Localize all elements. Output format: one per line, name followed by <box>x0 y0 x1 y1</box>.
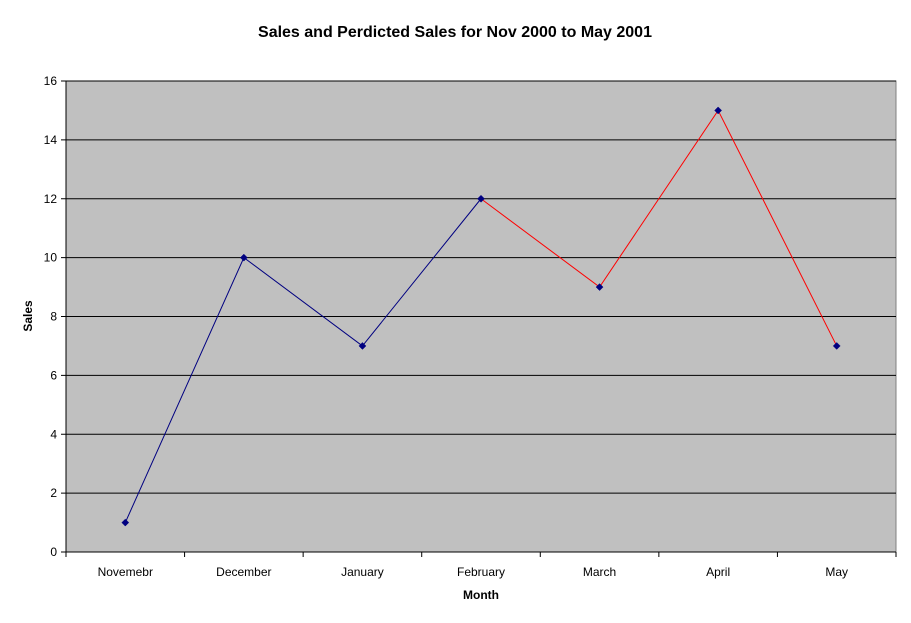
series-line-2 <box>480 109 838 347</box>
data-point <box>121 518 130 527</box>
x-tick-label: May <box>825 565 848 579</box>
y-axis: 0 2 4 6 8 10 12 14 16 <box>44 74 67 559</box>
chart-title: Sales and Perdicted Sales for Nov 2000 t… <box>258 24 652 41</box>
x-tick-label: January <box>341 565 384 579</box>
y-tick-label: 6 <box>50 368 57 382</box>
y-tick-label: 4 <box>50 427 57 441</box>
data-point <box>595 283 604 291</box>
data-point <box>477 194 485 203</box>
x-tick-label: February <box>457 565 505 579</box>
x-axis: Novemebr December January February March Apri… <box>65 551 897 579</box>
data-point <box>714 106 722 115</box>
y-tick-label: 12 <box>44 192 58 206</box>
y-tick-label: 2 <box>50 486 57 500</box>
marker-layer <box>121 106 841 527</box>
y-tick-label: 8 <box>50 310 57 324</box>
data-point <box>240 253 248 262</box>
x-tick-label: December <box>216 565 271 579</box>
x-tick-label: March <box>583 565 616 579</box>
y-tick-label: 16 <box>44 74 58 88</box>
x-axis-title: Month <box>463 588 499 602</box>
y-tick-label: 14 <box>44 133 58 147</box>
y-tick-label: 10 <box>44 251 58 265</box>
series-layer <box>124 109 838 523</box>
data-point <box>358 342 367 350</box>
series-line-1 <box>124 198 482 523</box>
x-tick-label: Novemebr <box>98 565 153 579</box>
y-axis-title: Sales <box>21 300 35 332</box>
x-tick-label: April <box>706 565 730 579</box>
data-point <box>832 342 841 350</box>
y-tick-label: 0 <box>50 545 57 559</box>
